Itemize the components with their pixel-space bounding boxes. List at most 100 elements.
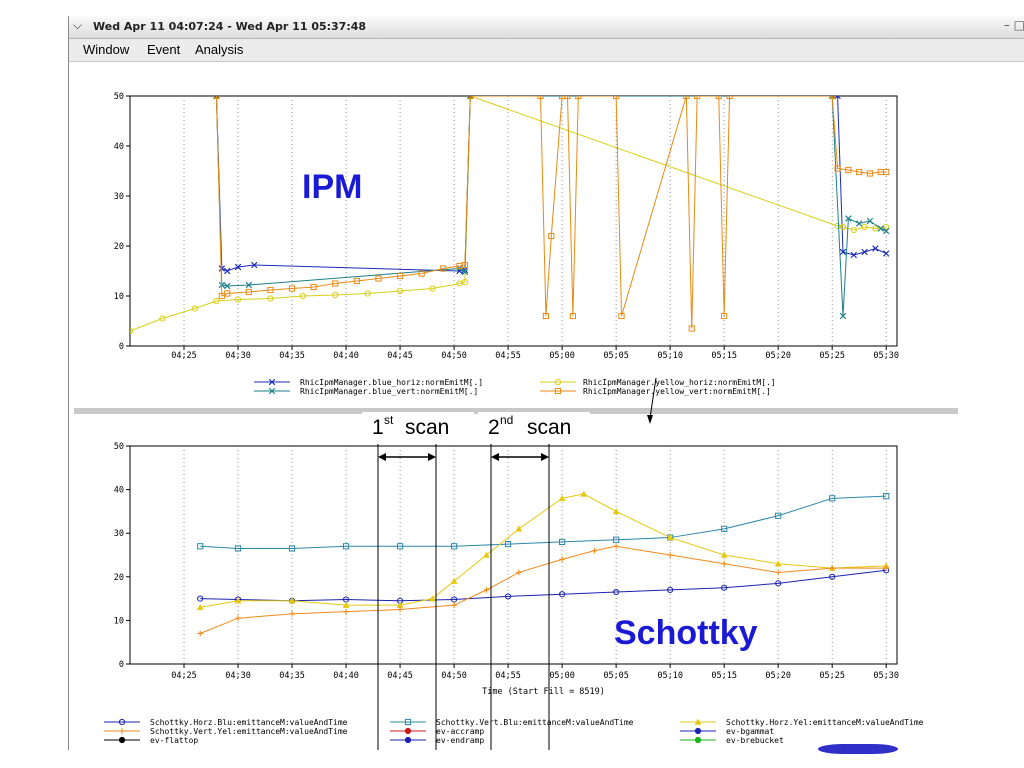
x-tick-label: 04;45 xyxy=(387,671,413,681)
legend-marker xyxy=(694,718,702,725)
x-tick-label: 04;35 xyxy=(279,351,305,361)
data-point xyxy=(861,248,868,256)
data-point xyxy=(516,569,522,576)
data-point xyxy=(342,543,350,550)
y-tick-label: 10 xyxy=(114,616,124,626)
data-point xyxy=(688,325,695,332)
data-point xyxy=(542,312,550,320)
data-point xyxy=(213,297,220,305)
x-tick-label: 05;00 xyxy=(549,351,575,361)
data-point xyxy=(364,290,371,297)
schottky-label: Schottky xyxy=(614,614,758,652)
data-point xyxy=(288,597,296,604)
data-point xyxy=(196,603,204,611)
data-point xyxy=(829,495,836,502)
x-tick-label: 04;25 xyxy=(171,351,197,361)
y-tick-label: 30 xyxy=(114,192,124,202)
data-point xyxy=(353,277,360,285)
legend-label: RhicIpmManager.blue_vert:normEmitM[.] xyxy=(300,387,478,396)
x-tick-label: 05;15 xyxy=(711,351,737,361)
legend-label: Schottky.Vert.Yel:emittanceM:valueAndTim… xyxy=(150,727,348,736)
decorative-blob xyxy=(818,744,898,754)
data-point xyxy=(456,280,463,287)
data-point xyxy=(883,565,889,571)
data-point xyxy=(883,250,890,257)
data-point xyxy=(612,507,620,515)
legend-entry: Schottky.Vert.Blu:emittanceM:valueAndTim… xyxy=(390,718,634,727)
data-point xyxy=(866,170,874,177)
data-point xyxy=(721,525,728,532)
data-point xyxy=(213,96,220,100)
series-line xyxy=(200,495,887,549)
x-tick-label: 04;50 xyxy=(441,671,467,681)
scan1-arrow xyxy=(378,453,436,461)
scan1-sup: st xyxy=(384,413,394,427)
legend-marker xyxy=(404,727,412,735)
y-tick-label: 20 xyxy=(114,242,124,252)
x-tick-label: 05;25 xyxy=(819,671,845,681)
scan2-word: scan xyxy=(527,416,571,439)
x-tick-label: 04;40 xyxy=(333,671,359,681)
scan-markers xyxy=(377,377,657,750)
legend-marker xyxy=(118,736,126,744)
legend-entry: ev-flattop xyxy=(104,736,198,745)
data-point xyxy=(267,286,274,294)
plot-frame xyxy=(129,445,898,665)
chevron-down-icon[interactable]: ⌵ xyxy=(73,18,83,32)
data-point xyxy=(774,560,782,567)
data-point xyxy=(613,543,619,550)
x-tick-label: 05;25 xyxy=(819,351,845,361)
x-tick-label: 04;45 xyxy=(387,351,413,361)
data-point xyxy=(483,551,490,558)
data-point xyxy=(829,573,836,580)
legend-label: ev-brebucket xyxy=(726,736,784,745)
data-point xyxy=(450,543,458,550)
menu-analysis[interactable]: Analysis xyxy=(195,42,244,57)
menu-event[interactable]: Event xyxy=(147,42,181,57)
legend-entry: RhicIpmManager.yellow_vert:normEmitM[.] xyxy=(540,387,771,396)
minimize-icon[interactable]: – □ xyxy=(1003,18,1024,32)
data-point xyxy=(310,283,317,291)
data-point xyxy=(245,281,253,289)
scan-arrow-head xyxy=(491,453,499,461)
scan2-arrow xyxy=(491,453,549,461)
x-tick-label: 05;15 xyxy=(711,671,737,681)
legend-entry: ev-bgammat xyxy=(680,727,774,736)
legend-label: ev-endramp xyxy=(436,736,484,745)
pointer-arrow-shaft xyxy=(649,377,657,419)
ipm-label: IPM xyxy=(302,168,362,206)
data-point xyxy=(618,312,625,320)
ipm-chart: 04;25 04;30 04;35 04;40 04;45 04;50 04;55 05;00… xyxy=(114,92,899,396)
data-point xyxy=(537,96,544,100)
pointer-arrow-head xyxy=(647,415,653,424)
data-point xyxy=(845,215,852,222)
x-tick-label: 04;30 xyxy=(225,351,251,361)
schottky-chart: 04;25 04;30 04;35 04;40 04;45 04;50 04;55 05;00… xyxy=(104,442,924,745)
data-point xyxy=(289,611,295,617)
data-point xyxy=(856,168,863,176)
data-point xyxy=(504,593,512,600)
data-point xyxy=(451,602,457,608)
data-point xyxy=(877,225,884,232)
scan2-label-bg xyxy=(478,412,590,442)
data-point xyxy=(839,312,847,320)
data-point xyxy=(580,490,588,497)
series-2 xyxy=(196,490,890,611)
series-line xyxy=(130,96,887,332)
scan-arrow-head xyxy=(541,453,549,461)
x-tick-label: 05;00 xyxy=(549,671,575,681)
data-point xyxy=(396,543,404,550)
data-point xyxy=(559,538,566,546)
series-line xyxy=(200,569,887,602)
panel-divider[interactable] xyxy=(74,408,958,414)
data-point xyxy=(234,263,242,271)
menu-window[interactable]: Window xyxy=(83,42,130,57)
data-point xyxy=(721,560,727,567)
data-point xyxy=(234,597,242,604)
data-point xyxy=(845,166,852,174)
x-tick-label: 05;20 xyxy=(765,351,791,361)
data-point xyxy=(467,96,474,100)
series-3 xyxy=(213,96,890,332)
data-point xyxy=(591,547,598,554)
data-point xyxy=(234,296,242,303)
